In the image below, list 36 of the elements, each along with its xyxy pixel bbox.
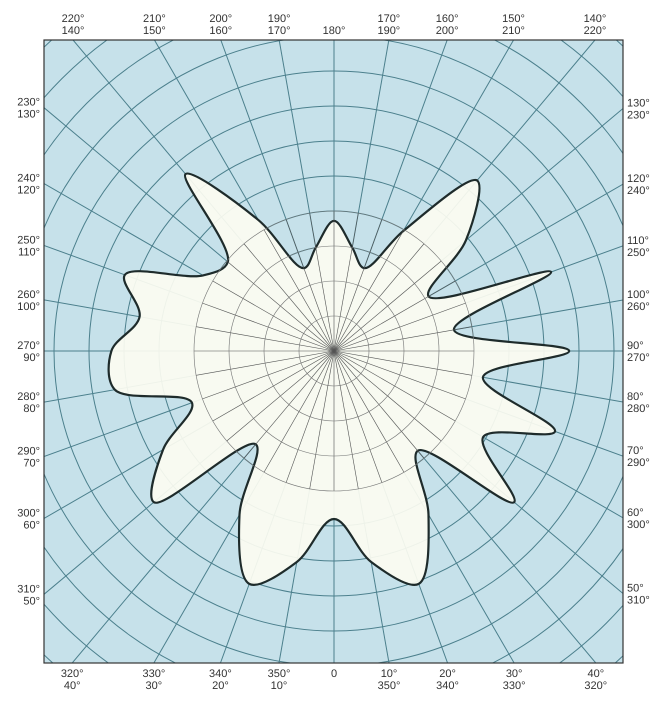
spoke-label: 20° 340° [436, 668, 459, 692]
spoke-label: 150° 210° [502, 13, 525, 37]
spoke-label: 130° 230° [627, 98, 650, 122]
spoke-label: 190° 170° [268, 13, 291, 37]
spoke-label: 40° 320° [584, 668, 608, 692]
spoke-label: 260° 100° [17, 288, 40, 313]
spoke-label: 90° 270° [627, 340, 650, 364]
spoke-label: 350° 10° [268, 668, 290, 692]
spoke-label: 70° 290° [627, 445, 650, 470]
spoke-label: 330° 30° [142, 668, 166, 692]
spoke-label: 300° 60° [17, 507, 40, 532]
spoke-label: 100° 260° [627, 289, 650, 314]
spoke-label: 110° 250° [627, 234, 650, 259]
spoke-label: 280° 80° [17, 391, 40, 416]
spoke-label: 200° 160° [209, 13, 232, 37]
spoke-label: 180° [322, 25, 346, 37]
spoke-label: 340° 20° [209, 668, 232, 692]
spoke-label: 140° 220° [584, 13, 606, 37]
spoke-label: 120° 240° [627, 173, 650, 198]
spoke-label: 240° 120° [17, 172, 40, 197]
spoke-label: 320° 40° [60, 668, 84, 692]
spoke-label: 220° 140° [62, 13, 84, 37]
spoke-label: 10° 350° [378, 668, 400, 692]
spoke-label: 160° 200° [436, 13, 459, 37]
spoke-label: 230° 130° [17, 96, 40, 121]
spoke-label: 60° 300° [627, 506, 650, 531]
spoke-label: 0 [330, 668, 338, 680]
spoke-label: 30° 330° [502, 668, 526, 692]
spoke-label: 250° 110° [17, 234, 40, 258]
spoke-label: 50° 310° [627, 582, 650, 606]
spoke-label: 80° 280° [627, 390, 650, 415]
spoke-label: 310° 50° [17, 583, 40, 608]
spoke-label: 290° 70° [17, 446, 40, 470]
spoke-label: 170° 190° [377, 13, 400, 37]
spoke-label: 210° 150° [143, 13, 166, 37]
spoke-label: 270° 90° [17, 340, 40, 364]
